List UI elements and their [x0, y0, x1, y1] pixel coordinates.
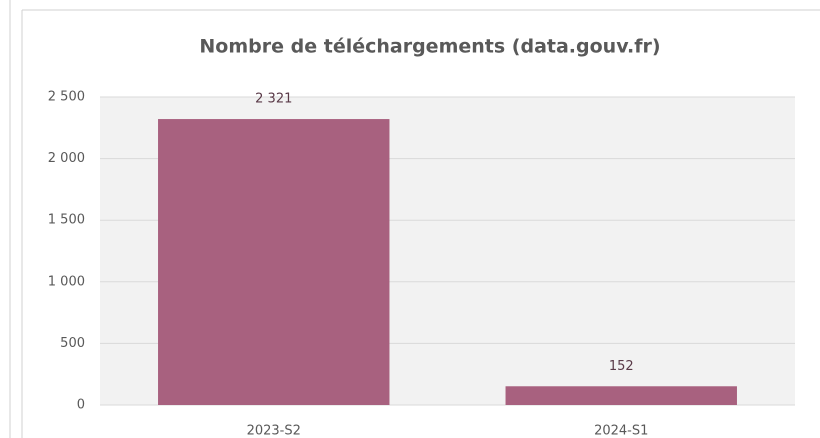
- data-label: 152: [609, 359, 634, 374]
- y-tick-label: 500: [60, 336, 85, 351]
- x-tick-label: 2023-S2: [247, 424, 301, 438]
- y-tick-label: 1 500: [48, 213, 85, 228]
- x-tick-label: 2024-S1: [594, 424, 648, 438]
- bar: [158, 119, 390, 406]
- y-tick-label: 0: [77, 398, 85, 413]
- chart-title: Nombre de téléchargements (data.gouv.fr): [199, 36, 660, 58]
- data-label: 2 321: [255, 92, 292, 107]
- y-tick-label: 2 500: [48, 90, 85, 105]
- y-tick-label: 1 000: [48, 274, 85, 289]
- y-tick-label: 2 000: [48, 151, 85, 166]
- bar: [505, 386, 737, 405]
